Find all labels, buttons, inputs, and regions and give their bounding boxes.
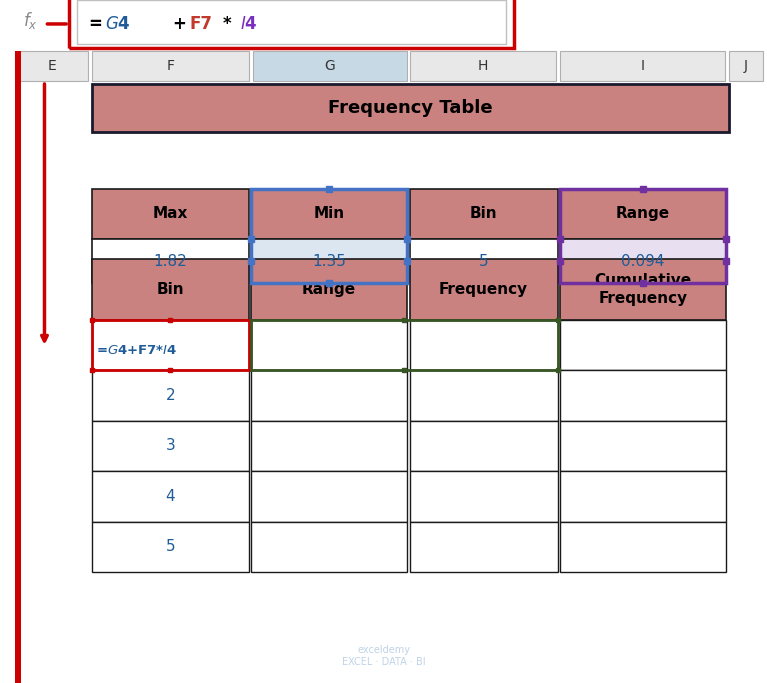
Text: 0.094: 0.094 (621, 253, 665, 268)
Bar (251, 239, 407, 283)
Text: 3: 3 (166, 438, 175, 454)
Text: +: + (173, 15, 186, 33)
Text: 5: 5 (479, 253, 489, 268)
Bar (69, 0, 514, 48)
Bar (560, 471, 726, 522)
Text: F7: F7 (189, 15, 212, 33)
Bar (410, 239, 558, 283)
Bar (251, 370, 407, 421)
Text: Bin: Bin (469, 206, 498, 221)
Text: =$G$4+F7*$I$4: =$G$4+F7*$I$4 (96, 344, 177, 357)
Bar (92, 189, 249, 239)
Bar (92, 522, 249, 572)
Bar (410, 260, 558, 320)
Bar (560, 189, 726, 283)
Text: =: = (88, 15, 102, 33)
Text: 4: 4 (166, 489, 175, 504)
Text: J: J (744, 59, 748, 73)
Text: G: G (324, 59, 335, 73)
Text: Range: Range (302, 282, 356, 297)
Bar (251, 320, 558, 370)
Bar (92, 421, 249, 471)
Bar (410, 522, 558, 572)
Bar (251, 320, 407, 370)
Bar (560, 522, 726, 572)
Bar (251, 189, 407, 239)
Bar (251, 189, 407, 283)
Bar (410, 421, 558, 471)
Text: Frequency: Frequency (439, 282, 528, 297)
Bar (92, 370, 249, 421)
Bar (560, 320, 726, 370)
Bar (92, 260, 249, 320)
Text: Max: Max (153, 206, 188, 221)
Text: exceldemy
EXCEL · DATA · BI: exceldemy EXCEL · DATA · BI (341, 645, 426, 667)
Text: 5: 5 (166, 540, 175, 555)
Bar (253, 51, 407, 81)
Bar (251, 471, 407, 522)
Text: E: E (48, 59, 56, 73)
Bar (410, 51, 556, 81)
Bar (92, 51, 249, 81)
Text: Range: Range (616, 206, 670, 221)
Bar (560, 189, 726, 239)
Text: Bin: Bin (156, 282, 184, 297)
Bar (92, 320, 249, 370)
Text: Frequency Table: Frequency Table (328, 99, 492, 117)
Bar (251, 421, 407, 471)
Bar (77, 1, 506, 44)
Bar (560, 51, 725, 81)
Bar (92, 320, 249, 370)
Text: Cumulative
Frequency: Cumulative Frequency (594, 273, 692, 306)
Bar (92, 239, 249, 283)
Text: H: H (478, 59, 489, 73)
Bar (560, 260, 726, 320)
Text: $I$4: $I$4 (240, 15, 258, 33)
Text: 2: 2 (166, 388, 175, 403)
Bar (560, 421, 726, 471)
Bar (92, 85, 729, 132)
Bar (410, 189, 558, 239)
Text: I: I (640, 59, 644, 73)
Text: $G$4: $G$4 (105, 15, 131, 33)
Bar (560, 370, 726, 421)
Text: *: * (223, 15, 232, 33)
Text: 1.82: 1.82 (153, 253, 187, 268)
Text: F: F (166, 59, 175, 73)
Text: 1.35: 1.35 (312, 253, 346, 268)
Text: Min: Min (314, 206, 344, 221)
Bar (410, 471, 558, 522)
Bar (15, 51, 21, 683)
Bar (251, 260, 407, 320)
Bar (410, 370, 558, 421)
Bar (92, 471, 249, 522)
Text: $f_x$: $f_x$ (23, 10, 38, 31)
Bar (410, 320, 558, 370)
Bar (15, 51, 88, 81)
Bar (729, 51, 763, 81)
Bar (251, 522, 407, 572)
Bar (560, 239, 726, 283)
